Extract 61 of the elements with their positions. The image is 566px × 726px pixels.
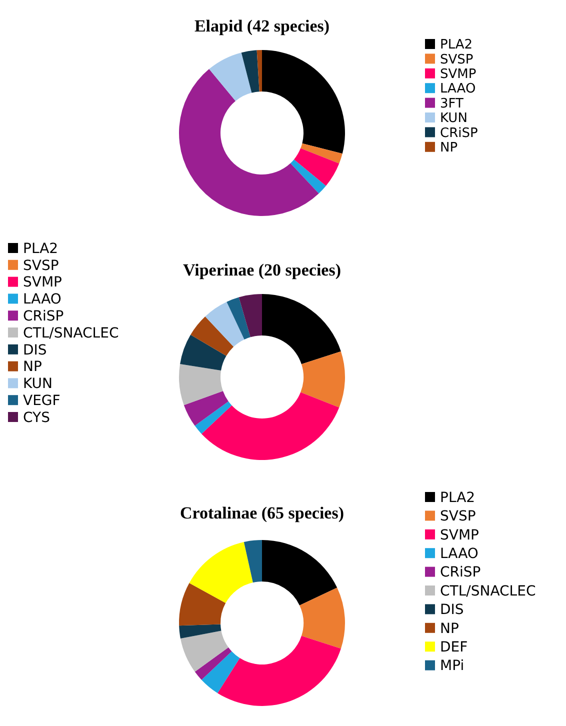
legend-label: SVMP: [440, 66, 476, 82]
legend-label: CRiSP: [440, 126, 478, 141]
legend-label: PLA2: [440, 38, 473, 53]
legend-label: KUN: [23, 376, 53, 392]
legend-label: LAAO: [440, 546, 478, 562]
legend-label: NP: [440, 140, 458, 156]
legend-label: PLA2: [23, 240, 58, 257]
donut-slice: [205, 302, 244, 347]
donut-slice: [218, 636, 341, 706]
donut-slice: [256, 50, 262, 92]
donut-slice: [238, 294, 262, 338]
legend-label: CTL/SNACLEC: [23, 325, 119, 342]
donut-slice: [179, 364, 223, 406]
donut-slice: [190, 316, 234, 356]
donut-slice: [201, 392, 340, 460]
legend-label: 3FT: [440, 96, 464, 112]
text: Viperinae (20 species): [182, 260, 342, 280]
legend-label: KUN: [440, 111, 468, 126]
donut-slice: [194, 401, 232, 434]
legend-label: LAAO: [23, 292, 62, 308]
legend-label: NP: [23, 359, 42, 376]
donut-slice: [226, 297, 250, 340]
legend-label: SVMP: [23, 274, 62, 291]
donut-slice: [262, 294, 341, 364]
legend-label: DEF: [440, 640, 468, 656]
legend-label: SVSP: [440, 508, 476, 525]
donut-slice: [300, 143, 342, 164]
donut-slice: [179, 69, 319, 216]
donut-slice: [184, 391, 228, 426]
donut-slice: [294, 148, 340, 186]
donut-slice: [290, 159, 326, 194]
donut-slice: [241, 50, 260, 93]
legend-label: SVSP: [23, 258, 59, 274]
legend-label: MPi: [440, 658, 464, 674]
donut-slice: [189, 542, 253, 604]
donut-slice: [300, 351, 345, 408]
donut-slice: [179, 624, 222, 639]
donut-slice: [262, 50, 345, 154]
donut-slice: [300, 588, 345, 649]
donut-slice: [194, 647, 232, 680]
legend-label: CRiSP: [23, 308, 64, 324]
donut-slice: [179, 583, 226, 626]
donut-slice: [180, 630, 228, 672]
legend-label: NP: [440, 620, 459, 637]
legend-label: DIS: [440, 602, 464, 618]
legend-label: CRiSP: [440, 564, 481, 581]
legend-label: CYS: [23, 410, 50, 426]
legend-label: DIS: [23, 342, 47, 358]
donut-slice: [201, 651, 240, 694]
donut-slice: [209, 52, 252, 102]
donut-slice: [244, 540, 262, 582]
text: Crotalinae (65 species): [180, 504, 344, 523]
chart-title: Elapid (42 species): [194, 16, 330, 36]
legend-label: SVMP: [440, 527, 479, 544]
legend-label: LAAO: [440, 82, 476, 97]
donut-slice: [262, 540, 338, 606]
legend-label: PLA2: [440, 490, 476, 506]
legend-label: VEGF: [23, 393, 60, 409]
legend-label: CTL/SNACLEC: [440, 583, 536, 600]
legend-label: SVSP: [440, 52, 474, 68]
donut-slice: [180, 334, 226, 371]
